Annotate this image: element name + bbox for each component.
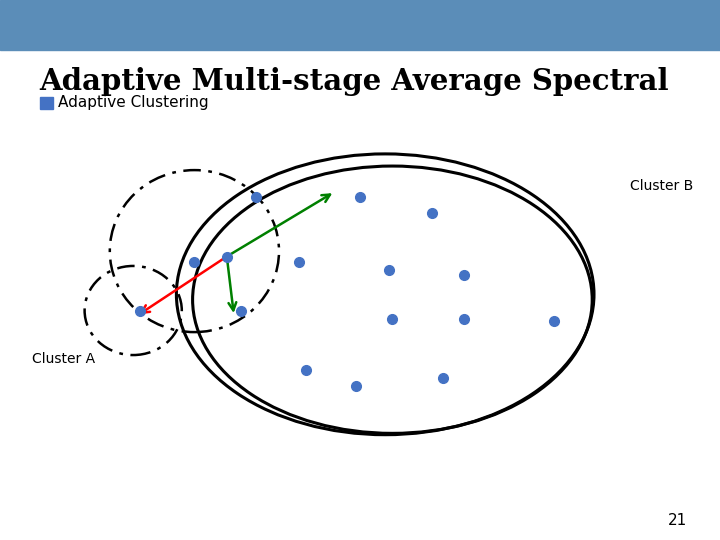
Text: Cluster A: Cluster A [32,352,96,366]
Text: Adaptive Clustering: Adaptive Clustering [58,95,208,110]
Text: Cluster B: Cluster B [630,179,693,193]
Text: 21: 21 [668,513,688,528]
Bar [0,0,720,50]
Text: Adaptive Multi-stage Average Spectral: Adaptive Multi-stage Average Spectral [40,68,669,97]
Bar [40,97,53,109]
